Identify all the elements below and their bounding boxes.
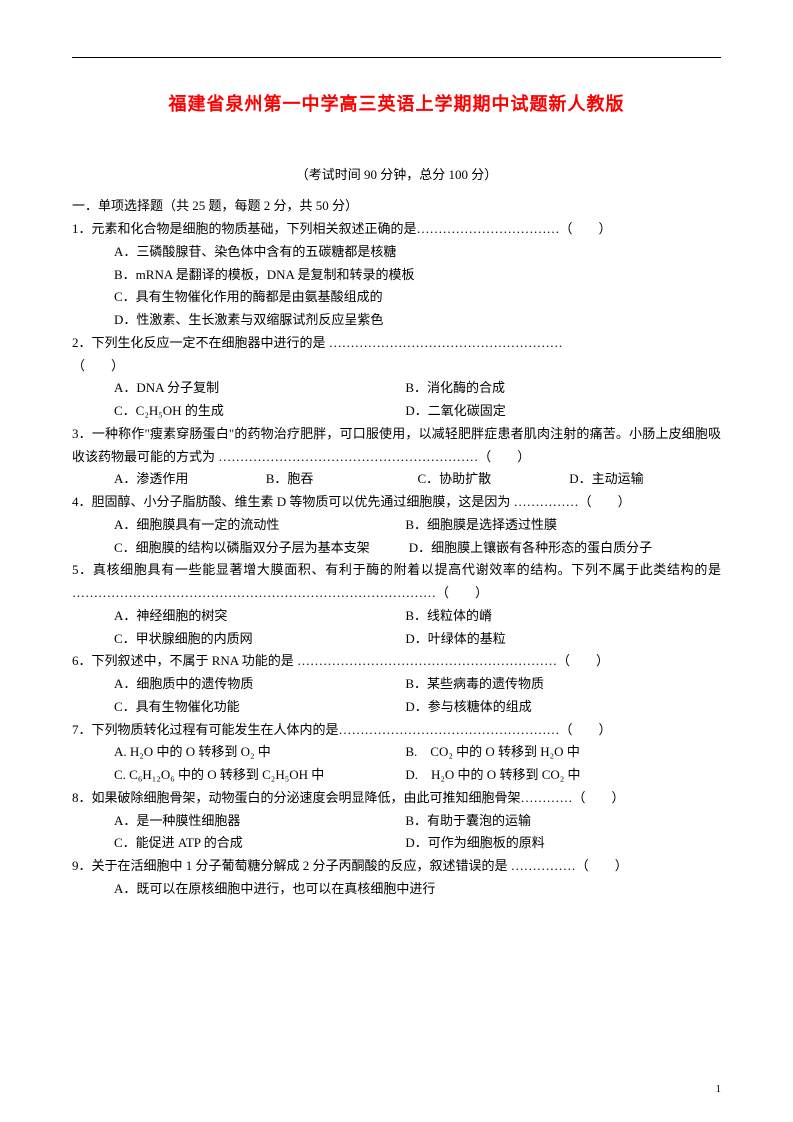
option-c: C．C₂H₅OH 的生成 — [114, 400, 405, 423]
option-b: B. CO₂ 中的 O 转移到 H₂O 中 — [405, 741, 721, 764]
options-row: C．能促进 ATP 的合成 D．可作为细胞板的原料 — [72, 832, 721, 855]
option-c: C．协助扩散 — [418, 468, 570, 491]
option-b: B．某些病毒的遗传物质 — [405, 673, 721, 696]
option-d: D．细胞膜上镶嵌有各种形态的蛋白质分子 — [409, 540, 652, 555]
option-d: D．可作为细胞板的原料 — [405, 832, 721, 855]
question-8: 8．如果破除细胞骨架，动物蛋白的分泌速度会明显降低，由此可推知细胞骨架…………（… — [72, 787, 721, 810]
option-d: D．参与核糖体的组成 — [405, 696, 721, 719]
question-stem: 6．下列叙述中，不属于 RNA 功能的是 …………………………………………………… — [72, 653, 609, 668]
question-3: 3．一种称作"瘦素穿肠蛋白"的药物治疗肥胖，可口服使用，以减轻肥胖症患者肌肉注射… — [72, 423, 721, 469]
options-row: A．细胞质中的遗传物质 B．某些病毒的遗传物质 — [72, 673, 721, 696]
question-stem: 9．关于在活细胞中 1 分子葡萄糖分解成 2 分子丙酮酸的反应，叙述错误的是 …… — [72, 858, 628, 873]
question-stem: 7．下列物质转化过程有可能发生在人体内的是……………………………………………（ … — [72, 722, 612, 737]
question-4: 4．胆固醇、小分子脂肪酸、维生素 D 等物质可以优先通过细胞膜，这是因为 ………… — [72, 491, 721, 514]
question-stem: 5．真核细胞具有一些能显著增大膜面积、有利于酶的附着以提高代谢效率的结构。下列不… — [72, 562, 721, 600]
option-b: B．胞吞 — [266, 468, 418, 491]
options-row: C. C₆H₁₂O₆ 中的 O 转移到 C₂H₅OH 中 D. H₂O 中的 O… — [72, 764, 721, 787]
option-c: C．甲状腺细胞的内质网 — [114, 628, 405, 651]
option-c: C．能促进 ATP 的合成 — [114, 832, 405, 855]
option-b: B．消化酶的合成 — [405, 377, 721, 400]
section-header: 一．单项选择题（共 25 题，每题 2 分，共 50 分） — [72, 195, 721, 214]
options-row: A．神经细胞的树突 B．线粒体的嵴 — [72, 605, 721, 628]
option-d: D．主动运输 — [569, 468, 721, 491]
option-c: C．细胞膜的结构以磷脂双分子层为基本支架 — [114, 540, 370, 555]
option-a: A．DNA 分子复制 — [114, 377, 405, 400]
option-b: B．线粒体的嵴 — [405, 605, 721, 628]
option-a: A．细胞膜具有一定的流动性 — [114, 514, 405, 537]
option-a: A．三磷酸腺苷、染色体中含有的五碳糖都是核糖 — [72, 241, 721, 264]
question-1: 1．元素和化合物是细胞的物质基础，下列相关叙述正确的是……………………………（ … — [72, 218, 721, 241]
option-a: A. H₂O 中的 O 转移到 O₂ 中 — [114, 741, 405, 764]
option-b: B．有助于囊泡的运输 — [405, 810, 721, 833]
options-row: A. H₂O 中的 O 转移到 O₂ 中 B. CO₂ 中的 O 转移到 H₂O… — [72, 741, 721, 764]
question-2: 2．下列生化反应一定不在细胞器中进行的是 ……………………………………………… — [72, 332, 721, 355]
option-a: A．既可以在原核细胞中进行，也可以在真核细胞中进行 — [72, 878, 721, 901]
option-d: D．性激素、生长激素与双缩脲试剂反应呈紫色 — [72, 309, 721, 332]
option-c: C．具有生物催化功能 — [114, 696, 405, 719]
question-stem: 8．如果破除细胞骨架，动物蛋白的分泌速度会明显降低，由此可推知细胞骨架…………（… — [72, 790, 625, 805]
page-title: 福建省泉州第一中学高三英语上学期期中试题新人教版 — [72, 90, 721, 116]
question-7: 7．下列物质转化过程有可能发生在人体内的是……………………………………………（ … — [72, 719, 721, 742]
option-a: A．是一种膜性细胞器 — [114, 810, 405, 833]
option-d: D．叶绿体的基粒 — [405, 628, 721, 651]
options-row: C．具有生物催化功能 D．参与核糖体的组成 — [72, 696, 721, 719]
question-stem: 4．胆固醇、小分子脂肪酸、维生素 D 等物质可以优先通过细胞膜，这是因为 ………… — [72, 494, 631, 509]
question-stem: 3．一种称作"瘦素穿肠蛋白"的药物治疗肥胖，可口服使用，以减轻肥胖症患者肌肉注射… — [72, 426, 721, 464]
question-6: 6．下列叙述中，不属于 RNA 功能的是 …………………………………………………… — [72, 650, 721, 673]
option-a: A．细胞质中的遗传物质 — [114, 673, 405, 696]
options-row: A．细胞膜具有一定的流动性 B．细胞膜是选择透过性膜 — [72, 514, 721, 537]
page-number: 1 — [716, 1083, 722, 1095]
question-5: 5．真核细胞具有一些能显著增大膜面积、有利于酶的附着以提高代谢效率的结构。下列不… — [72, 559, 721, 605]
question-stem: 2．下列生化反应一定不在细胞器中进行的是 ……………………………………………… — [72, 335, 563, 350]
options-row: A．是一种膜性细胞器 B．有助于囊泡的运输 — [72, 810, 721, 833]
option-c: C. C₆H₁₂O₆ 中的 O 转移到 C₂H₅OH 中 — [114, 764, 405, 787]
options-row: A．DNA 分子复制 B．消化酶的合成 — [72, 377, 721, 400]
question-paren: （ ） — [72, 355, 721, 378]
option-b: B．细胞膜是选择透过性膜 — [405, 514, 721, 537]
options-row: C．甲状腺细胞的内质网 D．叶绿体的基粒 — [72, 628, 721, 651]
option-a: A．渗透作用 — [114, 468, 266, 491]
option-a: A．神经细胞的树突 — [114, 605, 405, 628]
options-row: C．C₂H₅OH 的生成 D．二氧化碳固定 — [72, 400, 721, 423]
option-d: D．二氧化碳固定 — [405, 400, 721, 423]
option-b: B．mRNA 是翻译的模板，DNA 是复制和转录的模板 — [72, 264, 721, 287]
options-row: A．渗透作用 B．胞吞 C．协助扩散 D．主动运输 — [72, 468, 721, 491]
options-row: C．细胞膜的结构以磷脂双分子层为基本支架 D．细胞膜上镶嵌有各种形态的蛋白质分子 — [72, 537, 721, 560]
header-rule — [72, 57, 721, 58]
option-d: D. H₂O 中的 O 转移到 CO₂ 中 — [405, 764, 721, 787]
exam-info: （考试时间 90 分钟，总分 100 分） — [72, 164, 721, 183]
question-stem: 1．元素和化合物是细胞的物质基础，下列相关叙述正确的是……………………………（ … — [72, 221, 612, 236]
question-9: 9．关于在活细胞中 1 分子葡萄糖分解成 2 分子丙酮酸的反应，叙述错误的是 …… — [72, 855, 721, 878]
option-c: C．具有生物催化作用的酶都是由氨基酸组成的 — [72, 286, 721, 309]
